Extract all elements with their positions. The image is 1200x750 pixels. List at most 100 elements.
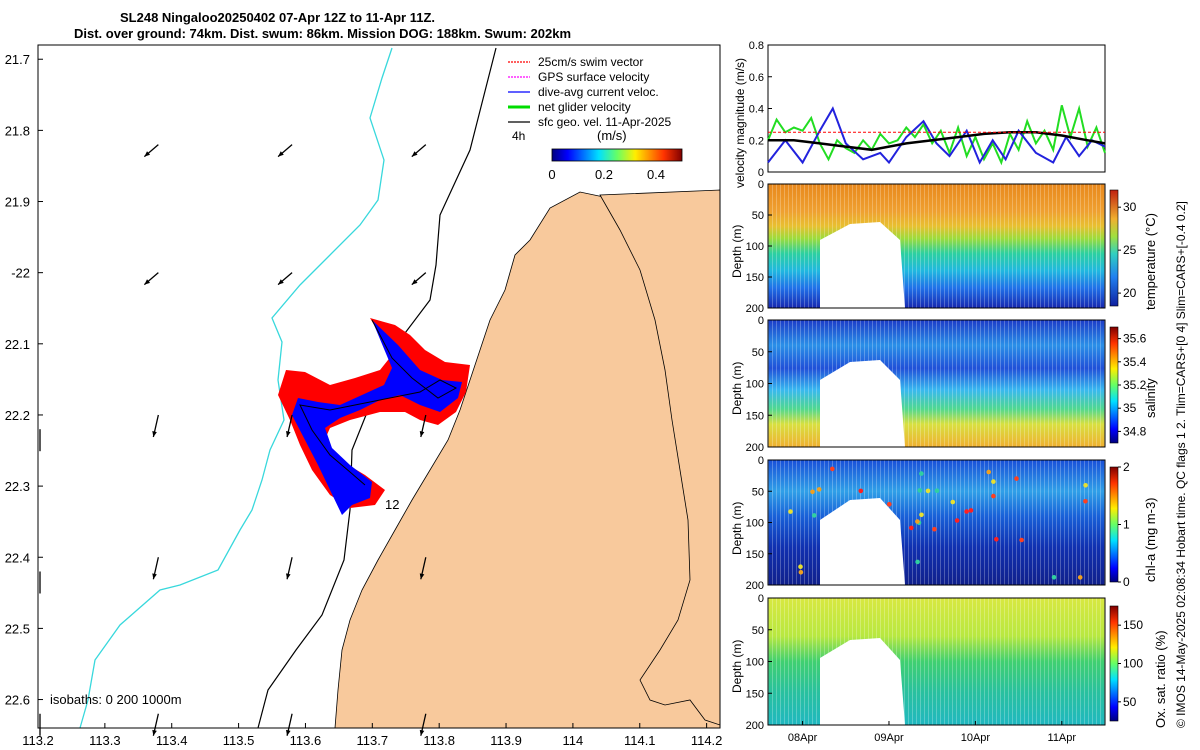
land-mass <box>334 189 721 729</box>
map-panel: 12 21.7 21.8 21.9 -22 22.1 22.2 22.3 22.4 22.5 22… <box>5 44 723 748</box>
salinity-ylabel: Depth (m) <box>730 362 744 415</box>
salinity-panel: Depth (m) salinity <box>730 319 1158 448</box>
chla-high-dot <box>991 493 996 499</box>
temperature-ylabel: Depth (m) <box>730 225 744 278</box>
legend-label: net glider velocity <box>538 100 631 114</box>
lon-tick-label: 113.9 <box>490 733 522 748</box>
velocity-arrowhead <box>411 151 418 157</box>
salinity-clabel: salinity <box>1143 378 1158 418</box>
velocity-arrowhead <box>278 151 284 157</box>
track-blue-swath <box>292 320 462 515</box>
colorbar-tick-label: 1 <box>1123 518 1130 532</box>
salinity-blank-region <box>820 360 905 447</box>
velocity-arrowhead <box>286 573 291 580</box>
oxygen-ylabel: Depth (m) <box>730 640 744 693</box>
legend-label: 25cm/s swim vector <box>538 55 643 69</box>
velocity-series-blue <box>767 106 1106 165</box>
velocity-series-black <box>768 131 1106 152</box>
colorbar-tick-label: 35.2 <box>1123 378 1147 392</box>
depth-tick-label: 50 <box>752 347 764 359</box>
velocity-arrowhead <box>419 729 425 736</box>
chla-high-dot <box>1014 476 1019 481</box>
chla-high-dot <box>858 488 864 494</box>
temperature-panel: Depth (m) temperature (°C) <box>730 183 1158 310</box>
velocity-panel: 0 0.2 0.4 0.6 0.8 velocity magnitude (m/s) <box>733 40 1106 188</box>
map-axes: 21.7 21.8 21.9 -22 22.1 22.2 22.3 22.4 22.5 22.6 1… <box>5 52 723 748</box>
chla-high-dot <box>919 471 924 476</box>
velocity-ytick-label: 0.2 <box>749 135 764 147</box>
chla-high-dot <box>798 570 804 575</box>
colorbar-tick-label: 0.2 <box>595 167 613 182</box>
isobaths-label: isobaths: 0 200 1000m <box>50 692 182 707</box>
velocity-arrowhead <box>152 431 157 437</box>
chla-high-dot <box>1019 537 1024 543</box>
lon-tick-label: 114 <box>563 733 584 748</box>
velocity-arrowhead <box>144 151 151 157</box>
velocity-arrowhead <box>286 431 291 437</box>
chla-high-dot <box>925 488 931 494</box>
lon-tick-label: 114.1 <box>624 733 656 748</box>
chla-high-dot <box>917 488 923 493</box>
lat-tick-label: 22.4 <box>5 550 30 565</box>
lat-tick-label: -22 <box>11 266 30 281</box>
title-line-2: Dist. over ground: 74km. Dist. swum: 86k… <box>74 26 571 41</box>
velocity-ytick-label: 0.4 <box>749 104 764 116</box>
colorbar-tick-label: 50 <box>1123 695 1137 709</box>
legend-label: GPS surface velocity <box>538 70 649 84</box>
colorbar-tick-label: 30 <box>1123 200 1137 214</box>
colorbar-tick-label: 0 <box>1123 575 1130 589</box>
temperature-blank-region <box>766 222 905 308</box>
depth-tick-label: 0 <box>758 593 764 605</box>
depth-tick-label: 100 <box>746 379 764 391</box>
colorbar-tick-label: 35 <box>1123 401 1137 415</box>
isobath-shallow <box>79 47 393 729</box>
section-axes: 05010015020020253005010015020034.83535.2… <box>746 179 1147 744</box>
chla-panel: Depth (m) chl-a (mg m-3) <box>730 459 1158 586</box>
chla-high-dot <box>830 466 835 472</box>
lon-tick-label: 113.6 <box>290 733 322 748</box>
oxygen-blank-region <box>820 638 905 725</box>
colorbar-tick-label: 100 <box>1123 657 1143 671</box>
colorbar-tick-label: 25 <box>1123 243 1137 257</box>
depth-tick-label: 0 <box>758 455 764 467</box>
velocity-plot-area <box>767 44 1106 173</box>
chla-high-dot <box>964 509 969 514</box>
chla-texture <box>768 460 1105 585</box>
legend-label: sfc geo. vel. 11-Apr-2025 <box>538 115 672 129</box>
colorbar-tick-label: 35.4 <box>1123 355 1147 369</box>
isobath-deep <box>257 47 497 729</box>
velocity-arrowhead <box>152 729 157 736</box>
depth-tick-label: 100 <box>746 657 764 669</box>
chla-high-dot <box>1083 499 1088 504</box>
depth-tick-label: 0 <box>758 315 764 327</box>
chla-high-dot <box>950 499 956 505</box>
salinity-colorbar <box>1109 326 1119 444</box>
chla-high-dot <box>1083 483 1088 488</box>
chla-high-dot <box>1077 575 1083 580</box>
chla-colorbar <box>1109 466 1119 583</box>
depth-tick-label: 50 <box>752 625 764 637</box>
chla-high-dot <box>887 502 892 507</box>
title-line-1: SL248 Ningaloo20250402 07-Apr 12Z to 11-… <box>120 10 435 25</box>
depth-tick-label: 150 <box>746 688 764 700</box>
time-tick-label: 10Apr <box>961 732 991 744</box>
lat-tick-label: 21.9 <box>5 195 30 210</box>
legend-note-4h: 4h <box>512 129 525 143</box>
lat-tick-label: 21.8 <box>5 123 30 138</box>
side-caption: © IMOS 14-May-2025 02:08:34 Hobart time.… <box>1174 201 1188 728</box>
time-tick-label: 08Apr <box>788 732 818 744</box>
velocity-ylabel: velocity magnitude (m/s) <box>733 58 747 188</box>
oxygen-texture <box>768 598 1105 725</box>
velocity-arrowhead <box>152 573 157 580</box>
colorbar-tick-label: 34.8 <box>1123 424 1147 438</box>
velocity-ytick-label: 0.6 <box>749 72 764 84</box>
map-frame <box>37 44 721 729</box>
land-coast-detail <box>599 189 721 726</box>
time-tick-label: 09Apr <box>874 732 904 744</box>
velocity-arrowhead <box>411 279 418 285</box>
depth-tick-label: 100 <box>746 518 764 530</box>
lat-tick-label: 22.2 <box>5 408 30 423</box>
chla-high-dot <box>1051 575 1057 580</box>
